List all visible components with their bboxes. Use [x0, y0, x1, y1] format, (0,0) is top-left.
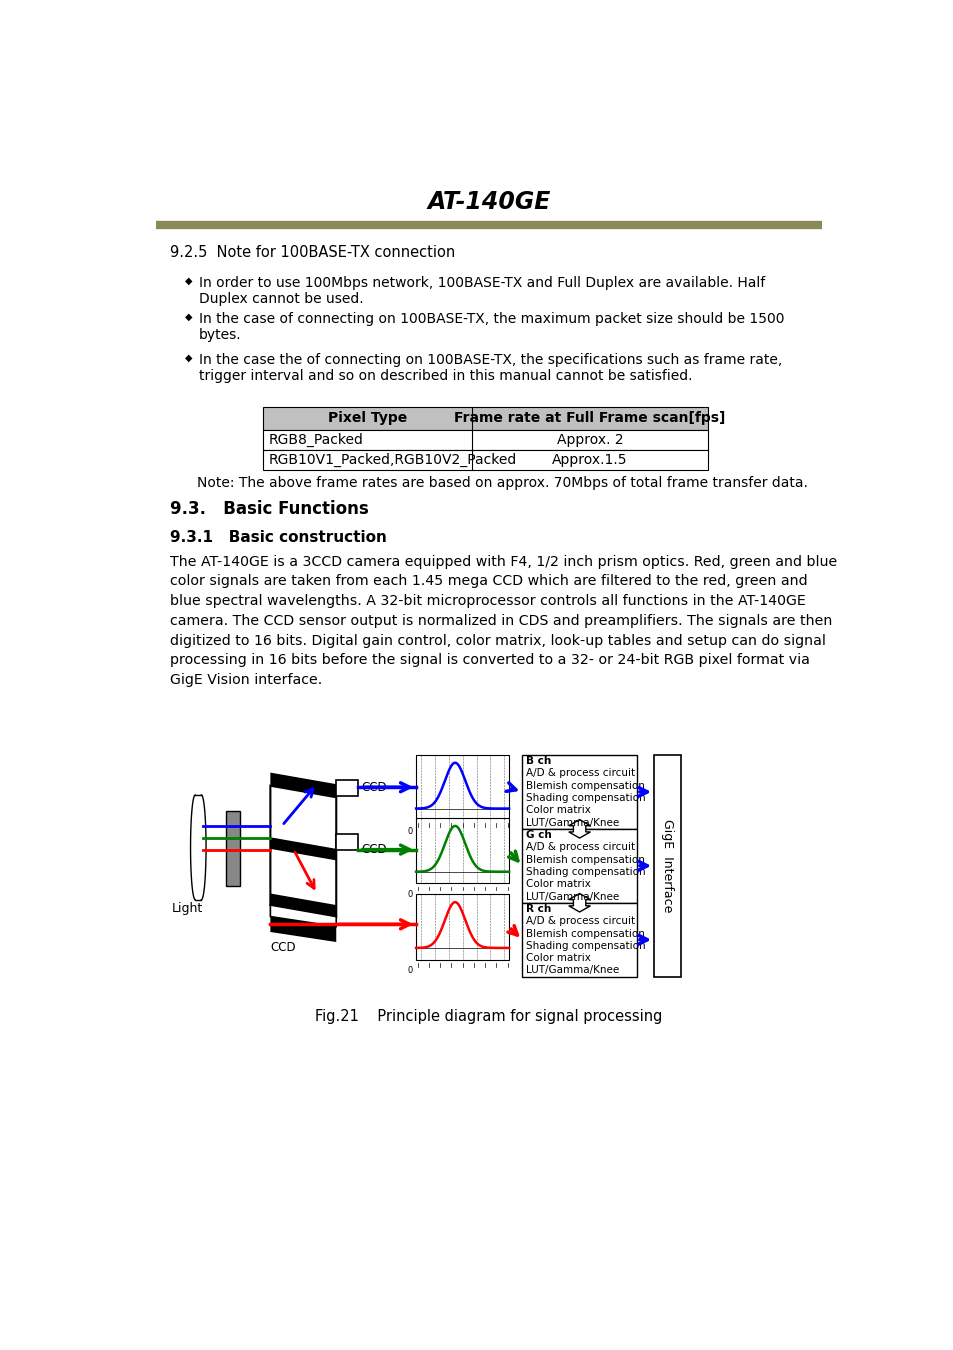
Text: In the case of connecting on 100BASE-TX, the maximum packet size should be 1500
: In the case of connecting on 100BASE-TX,… — [199, 312, 783, 343]
Text: The AT-140GE is a 3CCD camera equipped with F4, 1/2 inch prism optics. Red, gree: The AT-140GE is a 3CCD camera equipped w… — [170, 555, 836, 687]
Text: RGB10V1_Packed,RGB10V2_Packed: RGB10V1_Packed,RGB10V2_Packed — [269, 452, 517, 467]
Text: CCD: CCD — [270, 941, 295, 954]
Text: 9.2.5  Note for 100BASE-TX connection: 9.2.5 Note for 100BASE-TX connection — [170, 246, 455, 261]
Text: Color matrix: Color matrix — [525, 879, 590, 890]
Bar — [654, 755, 680, 976]
Text: A/D & process circuit: A/D & process circuit — [525, 842, 635, 852]
Bar — [335, 834, 357, 849]
Polygon shape — [270, 837, 335, 860]
Bar — [262, 429, 707, 450]
Bar — [226, 811, 240, 886]
Bar — [416, 894, 509, 960]
Text: RGB8_Packed: RGB8_Packed — [269, 433, 363, 447]
Bar — [262, 406, 707, 429]
Text: 9.3.   Basic Functions: 9.3. Basic Functions — [170, 500, 368, 517]
Text: ◆: ◆ — [185, 312, 193, 323]
Text: AT-140GE: AT-140GE — [427, 190, 550, 215]
Polygon shape — [270, 904, 335, 926]
Text: A/D & process circuit: A/D & process circuit — [525, 768, 635, 779]
Text: R ch: R ch — [525, 904, 551, 914]
Polygon shape — [568, 819, 590, 838]
Bar — [416, 818, 509, 883]
Text: 0: 0 — [407, 967, 413, 975]
Text: LUT/Gamma/Knee: LUT/Gamma/Knee — [525, 965, 618, 976]
Text: ◆: ◆ — [185, 352, 193, 363]
Text: Shading compensation: Shading compensation — [525, 941, 645, 950]
Text: 9.3.1   Basic construction: 9.3.1 Basic construction — [170, 531, 386, 545]
Text: Shading compensation: Shading compensation — [525, 867, 645, 878]
Text: In order to use 100Mbps network, 100BASE-TX and Full Duplex are available. Half
: In order to use 100Mbps network, 100BASE… — [199, 275, 764, 306]
Text: In the case the of connecting on 100BASE-TX, the specifications such as frame ra: In the case the of connecting on 100BASE… — [199, 352, 781, 383]
Bar — [335, 780, 357, 795]
Polygon shape — [270, 772, 335, 798]
Polygon shape — [568, 894, 590, 913]
Bar — [521, 755, 637, 829]
Text: Approx.1.5: Approx.1.5 — [552, 454, 627, 467]
Text: Blemish compensation: Blemish compensation — [525, 780, 644, 791]
Text: Shading compensation: Shading compensation — [525, 792, 645, 803]
Text: Approx. 2: Approx. 2 — [557, 433, 622, 447]
Text: Note: The above frame rates are based on approx. 70Mbps of total frame transfer : Note: The above frame rates are based on… — [196, 477, 807, 490]
Text: Pixel Type: Pixel Type — [327, 412, 406, 425]
Text: Blemish compensation: Blemish compensation — [525, 855, 644, 864]
Text: G ch: G ch — [525, 830, 551, 840]
Text: 0: 0 — [407, 890, 413, 899]
Text: A/D & process circuit: A/D & process circuit — [525, 917, 635, 926]
Text: Color matrix: Color matrix — [525, 806, 590, 815]
Polygon shape — [270, 917, 335, 942]
Text: Fig.21    Principle diagram for signal processing: Fig.21 Principle diagram for signal proc… — [314, 1010, 662, 1025]
Text: Color matrix: Color matrix — [525, 953, 590, 963]
Polygon shape — [270, 786, 335, 917]
Text: CCD: CCD — [360, 780, 386, 794]
Polygon shape — [270, 894, 335, 917]
Text: B ch: B ch — [525, 756, 551, 765]
Text: ◆: ◆ — [185, 275, 193, 286]
Text: 0: 0 — [407, 826, 413, 836]
Bar — [521, 829, 637, 903]
Text: LUT/Gamma/Knee: LUT/Gamma/Knee — [525, 891, 618, 902]
Text: GigE  Interface: GigE Interface — [660, 819, 674, 913]
Text: CCD: CCD — [360, 844, 386, 856]
Bar — [521, 903, 637, 976]
Text: LUT/Gamma/Knee: LUT/Gamma/Knee — [525, 818, 618, 828]
Bar — [262, 450, 707, 470]
Text: Blemish compensation: Blemish compensation — [525, 929, 644, 938]
Text: Light: Light — [172, 902, 203, 915]
Text: Frame rate at Full Frame scan[fps]: Frame rate at Full Frame scan[fps] — [454, 412, 725, 425]
Bar — [416, 755, 509, 821]
